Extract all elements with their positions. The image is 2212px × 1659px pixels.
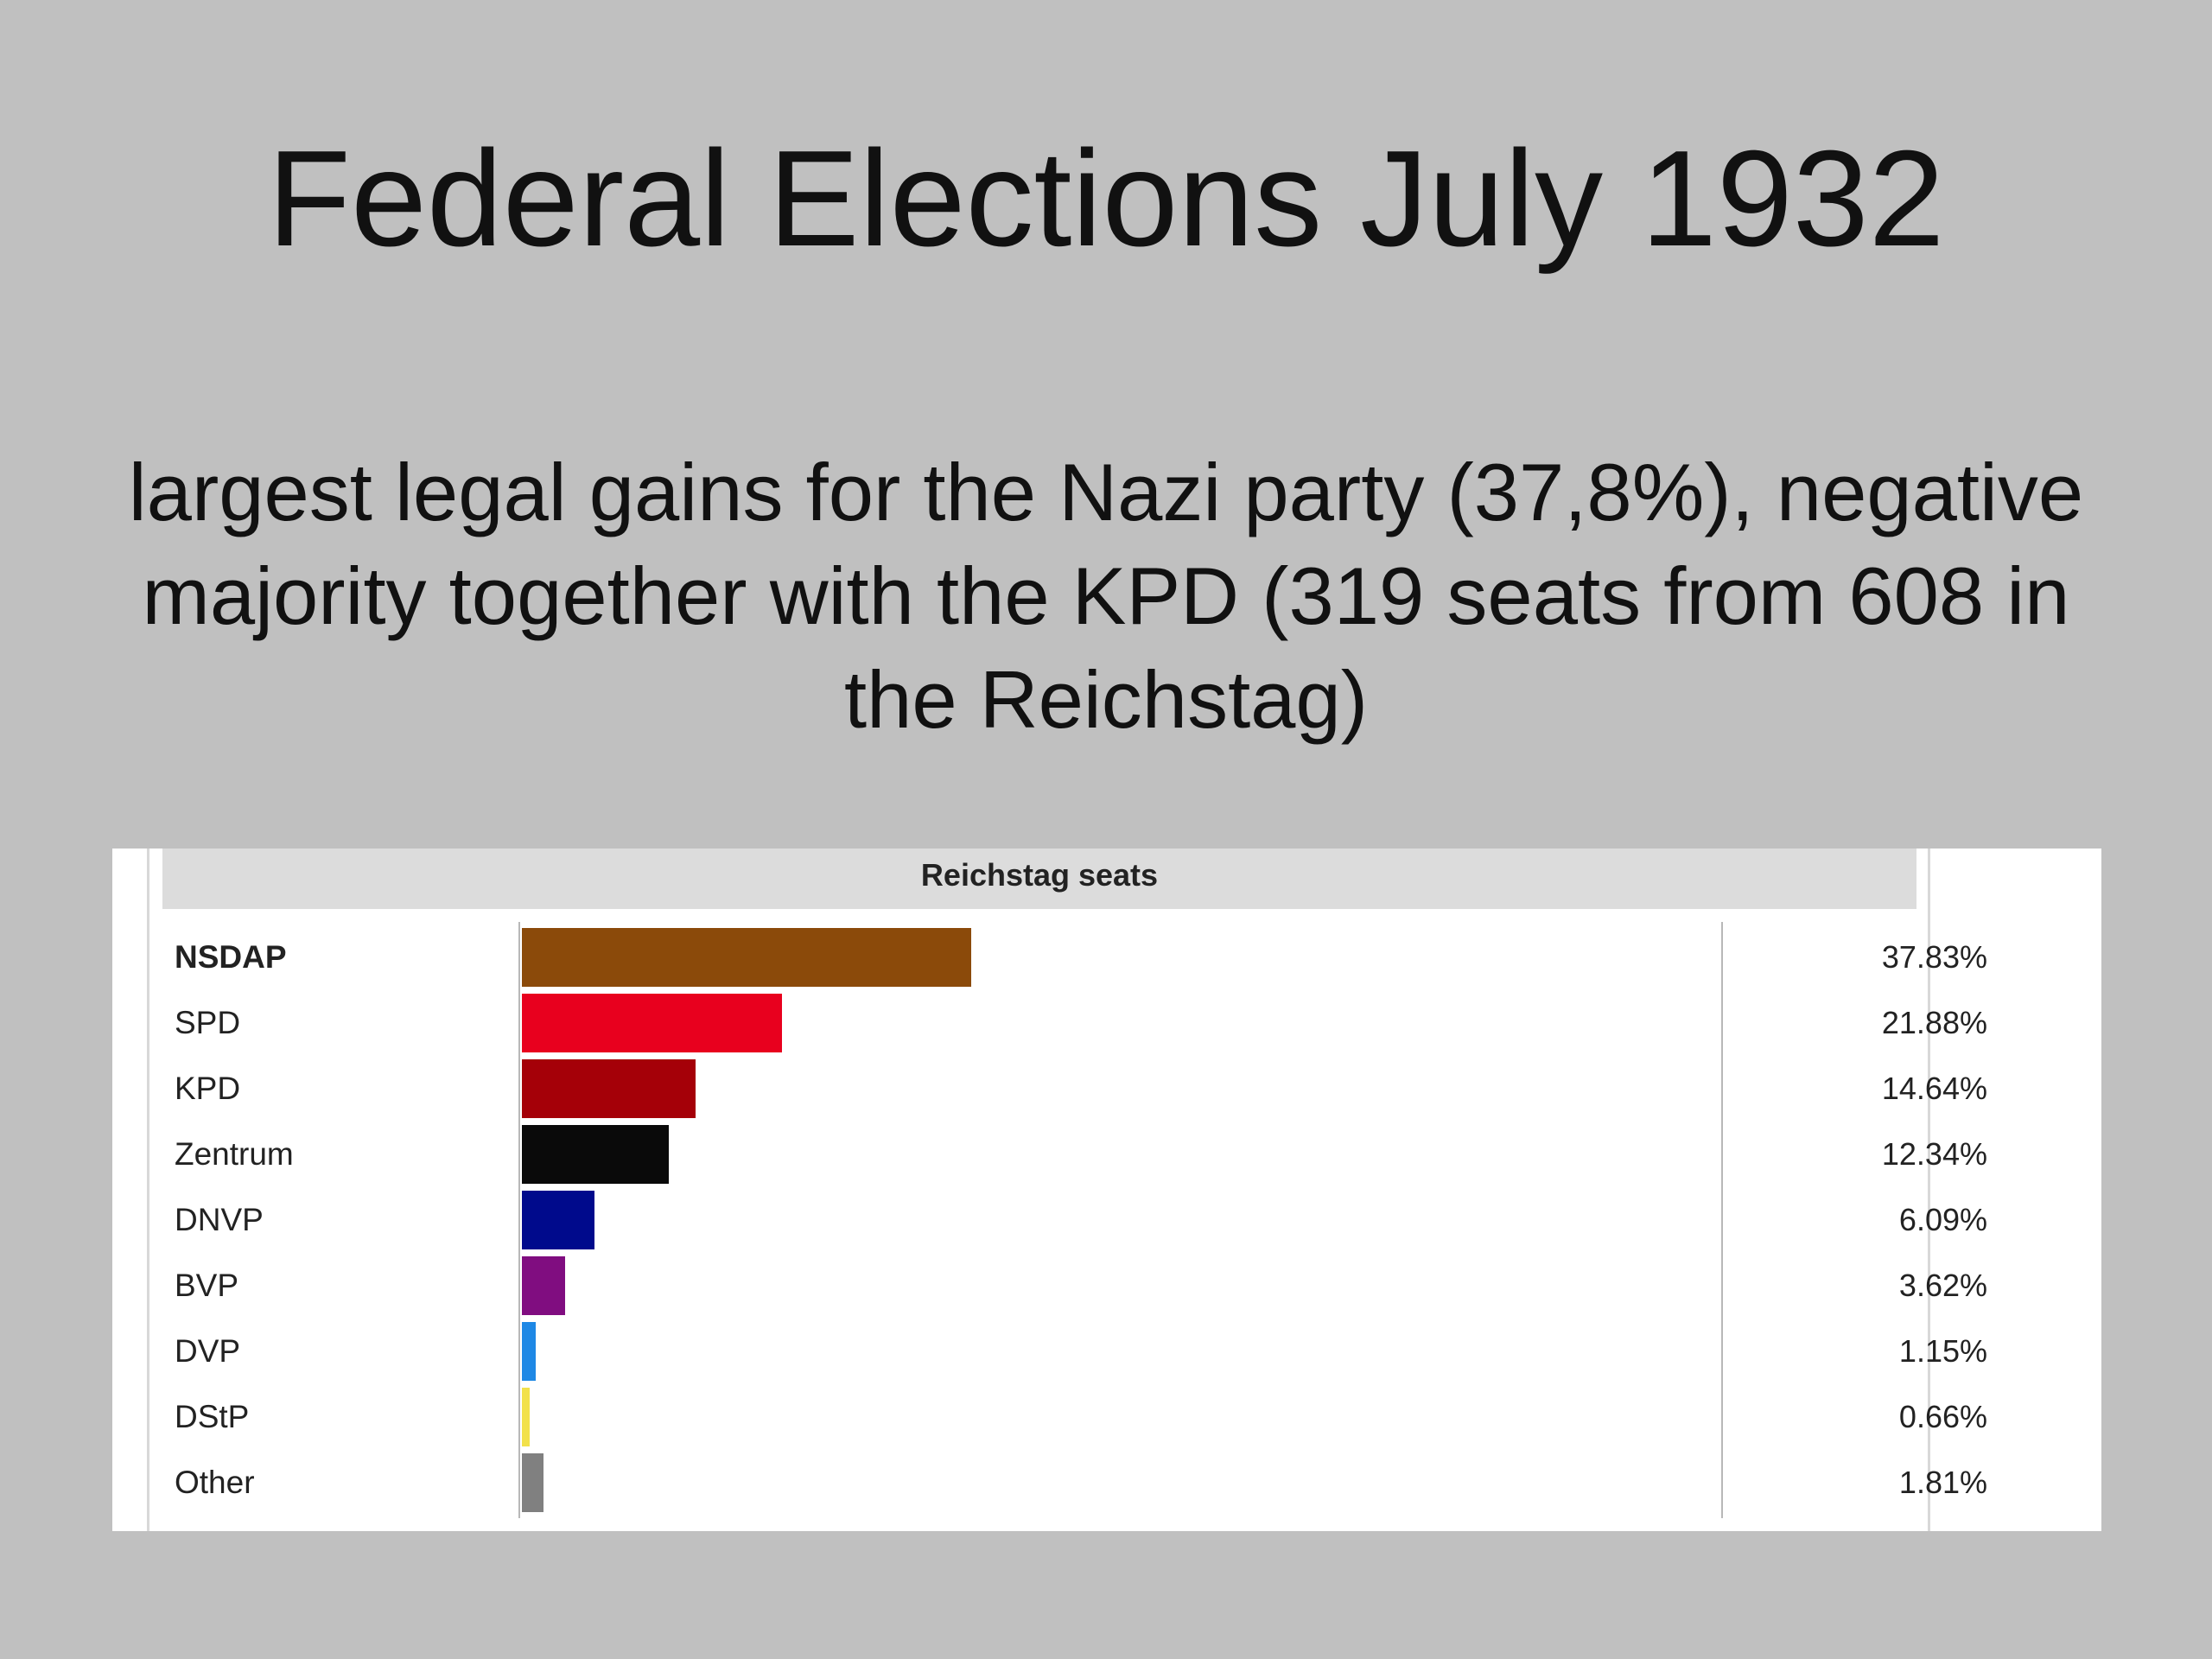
bar-dstp [522,1388,531,1446]
chart-panel: Reichstag seats NSDAP 37.83% SPD 21.88% KPD 1… [112,849,2101,1531]
value-label: 37.83% [1881,939,1987,975]
value-label: 0.66% [1898,1399,1987,1434]
bar-nsdap [522,928,972,987]
bar-other [522,1453,543,1512]
party-label: DNVP [175,1202,264,1237]
party-label: NSDAP [175,939,287,975]
chart-title: Reichstag seats [162,849,1916,909]
slide-subtitle: largest legal gains for the Nazi party (… [128,447,2084,745]
value-separator-line [1721,922,1723,1518]
value-label: 1.15% [1898,1333,1987,1369]
party-label: BVP [175,1268,239,1303]
value-label: 6.09% [1898,1202,1987,1237]
bar-spd [522,994,782,1052]
bar-zentrum [522,1125,669,1184]
value-label: 12.34% [1881,1136,1987,1172]
chart-frame [147,849,1930,1531]
party-label: Other [175,1465,255,1500]
value-label: 1.81% [1898,1465,1987,1500]
party-label: SPD [175,1005,241,1040]
value-label: 21.88% [1881,1005,1987,1040]
party-label: Zentrum [175,1136,294,1172]
bar-kpd [522,1059,696,1118]
party-label: KPD [175,1071,241,1106]
party-label: DStP [175,1399,250,1434]
value-label: 3.62% [1898,1268,1987,1303]
bar-dvp [522,1322,536,1381]
value-label: 14.64% [1881,1071,1987,1106]
slide-title: Federal Elections July 1932 [267,123,1945,275]
bar-axis-line [518,922,520,1518]
bar-dnvp [522,1191,594,1249]
party-label: DVP [175,1333,241,1369]
bar-bvp [522,1256,565,1315]
